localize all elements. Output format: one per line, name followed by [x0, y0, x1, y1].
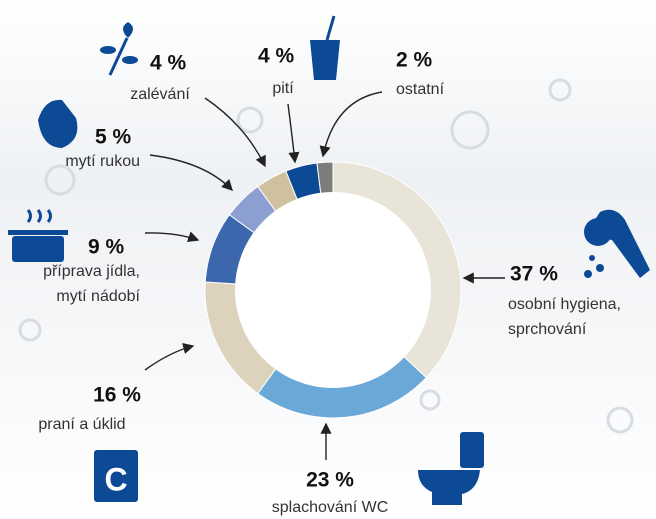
category-label: pití	[272, 80, 294, 97]
category-label: osobní hygiena,	[508, 296, 621, 313]
category-label: příprava jídla,	[43, 263, 140, 280]
washer-icon: C	[94, 450, 138, 502]
svg-text:C: C	[104, 461, 127, 497]
category-label: splachování WC	[272, 499, 389, 516]
value-label: 9 %	[88, 236, 125, 259]
category-label: mytí rukou	[65, 153, 140, 170]
category-label: praní a úklid	[38, 416, 125, 433]
value-label: 4 %	[150, 52, 187, 75]
category-label: mytí nádobí	[56, 288, 140, 305]
value-label: 37 %	[510, 263, 558, 286]
value-label: 23 %	[306, 469, 354, 492]
value-label: 5 %	[95, 126, 132, 149]
category-label: ostatní	[396, 81, 445, 98]
value-label: 4 %	[258, 45, 295, 68]
value-label: 16 %	[93, 384, 141, 407]
value-label: 2 %	[396, 49, 433, 72]
donut-hole	[235, 192, 431, 388]
category-label: zalévání	[130, 86, 190, 103]
category-label: sprchování	[508, 321, 587, 338]
infographic: C 37 % osobní hygiena, sprchování 23 % splac…	[0, 0, 656, 519]
